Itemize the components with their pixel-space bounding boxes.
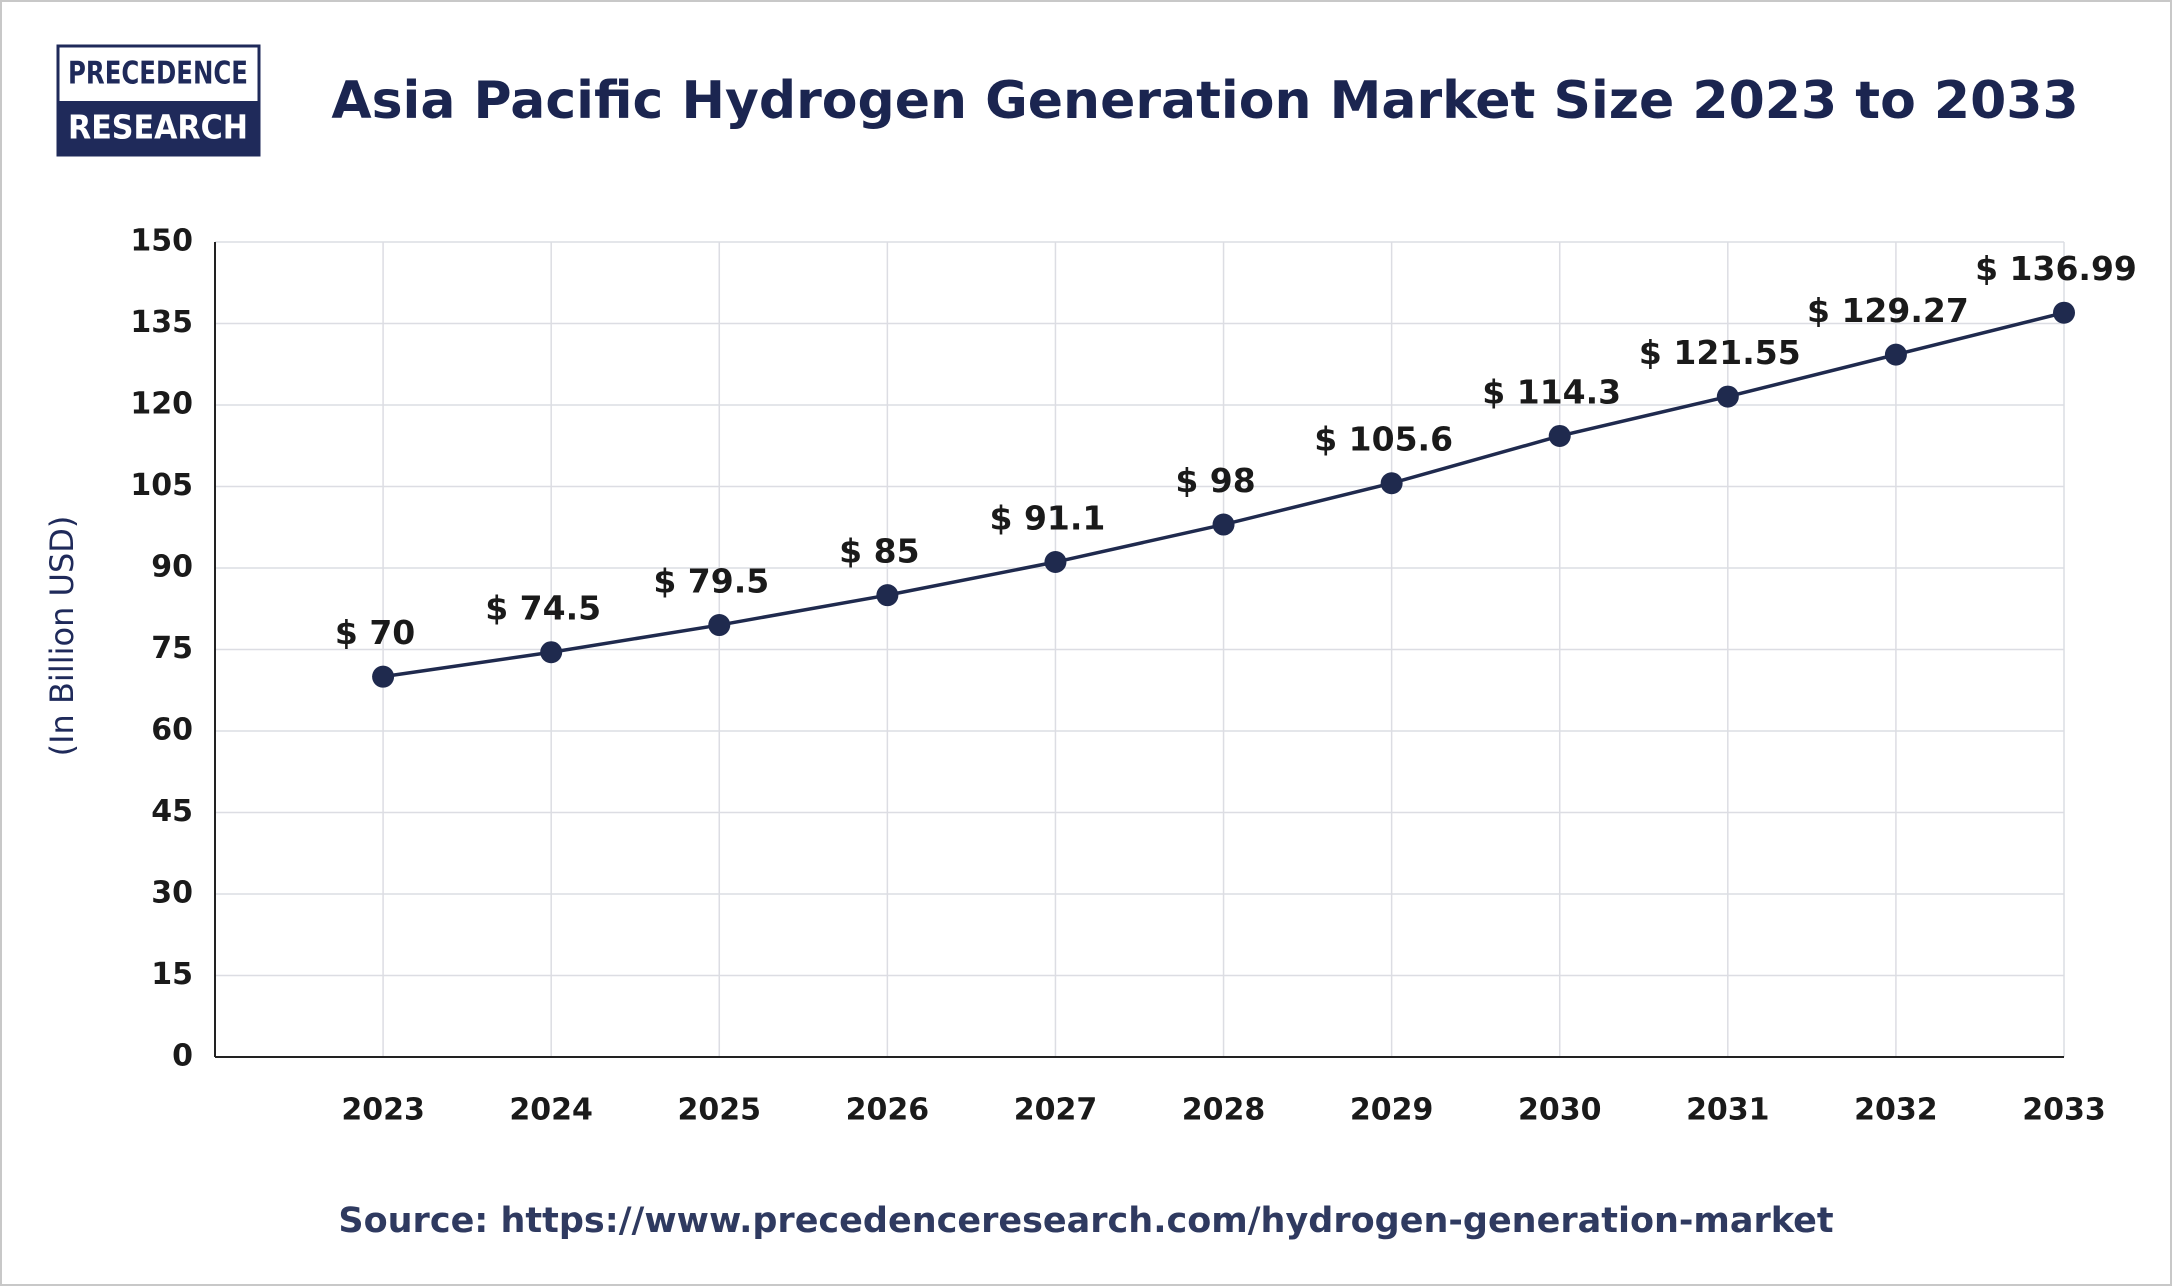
x-tick-label: 2023 [341, 1093, 425, 1128]
x-tick-label: 2025 [678, 1093, 762, 1128]
x-tick-label: 2029 [1350, 1093, 1434, 1128]
point [1884, 343, 1907, 366]
y-tick-label: 60 [151, 713, 193, 748]
x-tick-label: 2027 [1014, 1093, 1098, 1128]
x-tick-label: 2024 [509, 1093, 593, 1128]
data-label: $ 105.6 [1314, 420, 1453, 459]
point [1380, 472, 1403, 495]
x-tick-label: 2028 [1182, 1093, 1266, 1128]
y-tick-label: 0 [172, 1039, 193, 1074]
logo-text: RESEARCH [68, 108, 248, 147]
x-tick-label: 2026 [846, 1093, 930, 1128]
point [876, 584, 899, 607]
data-label: $ 121.55 [1639, 333, 1801, 372]
y-tick-label: 90 [151, 550, 193, 585]
point [1212, 513, 1235, 536]
data-label: $ 129.27 [1807, 291, 1969, 330]
y-tick-label: 135 [130, 305, 193, 340]
x-tick-label: 2031 [1686, 1093, 1770, 1128]
data-label: $ 114.3 [1482, 372, 1621, 411]
y-tick-label: 45 [151, 794, 193, 829]
logo-band [58, 101, 259, 155]
y-tick-label: 15 [151, 957, 193, 992]
data-label: $ 85 [839, 532, 919, 571]
data-label: $ 91.1 [990, 499, 1106, 538]
x-tick-label: 2030 [1518, 1093, 1602, 1128]
point [2053, 301, 2075, 324]
logo-text: PRECEDENCE [68, 56, 248, 92]
x-tick-label: 2032 [1854, 1093, 1938, 1128]
y-axis-label: (In Billion USD) [43, 516, 81, 757]
logo: PRECEDENCE RESEARCH [56, 44, 261, 157]
data-label: $ 98 [1175, 461, 1255, 500]
y-tick-label: 120 [130, 387, 193, 422]
point [708, 614, 731, 637]
y-tick-label: 105 [130, 468, 193, 503]
point [1548, 424, 1571, 447]
x-tick-label: 2033 [2022, 1093, 2106, 1128]
source: Source: https://www.precedenceresearch.c… [338, 1201, 1833, 1241]
point [372, 665, 395, 688]
point [540, 641, 563, 664]
data-label: $ 70 [335, 613, 415, 652]
point [1716, 385, 1739, 408]
data-label: $ 79.5 [653, 562, 769, 601]
data-label: $ 136.99 [1975, 249, 2137, 288]
y-tick-label: 150 [130, 224, 193, 259]
chart-title: Asia Pacific Hydrogen Generation Market … [331, 71, 2078, 131]
y-tick-label: 75 [151, 631, 193, 666]
data-label: $ 74.5 [485, 589, 601, 628]
y-tick-label: 30 [151, 876, 193, 911]
point [1044, 551, 1067, 574]
